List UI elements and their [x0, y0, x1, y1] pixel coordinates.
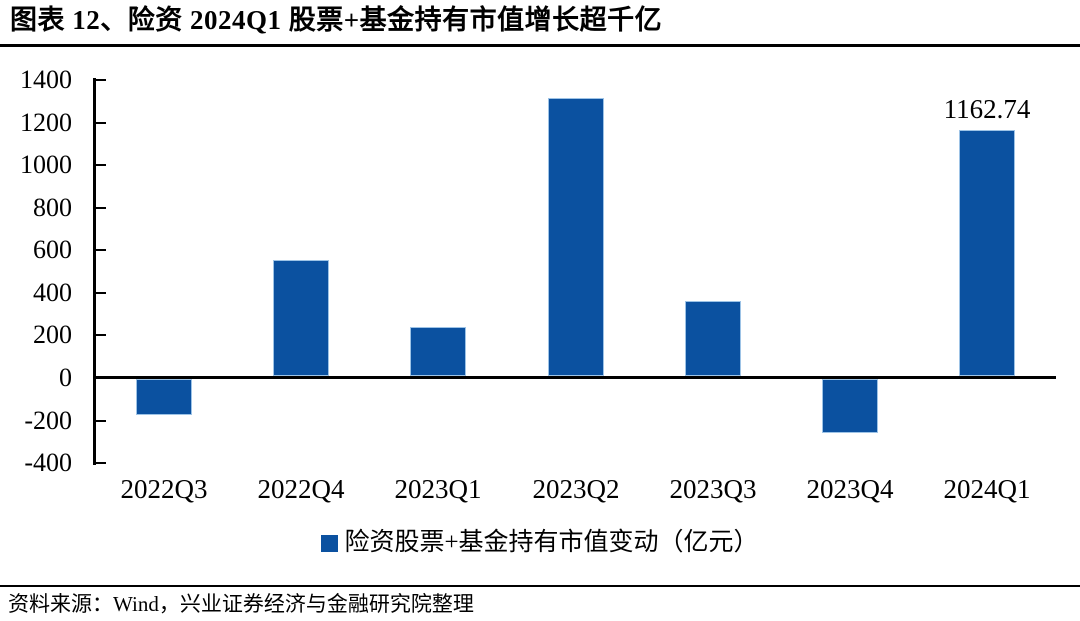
y-axis-tick: [96, 249, 106, 251]
y-axis-tick: [96, 79, 106, 81]
y-axis-tick-label: 800: [33, 193, 72, 222]
chart-legend: 险资股票+基金持有市值变动（亿元）: [0, 526, 1080, 560]
x-axis-label-2022Q4: 2022Q4: [257, 474, 345, 504]
x-axis-label-2023Q3: 2023Q3: [669, 474, 757, 504]
y-axis-tick-label: 600: [33, 235, 72, 264]
bar-2022Q4: [273, 260, 329, 376]
y-axis-tick: [96, 292, 106, 294]
figure-title: 图表 12、险资 2024Q1 股票+基金持有市值增长超千亿: [10, 5, 663, 35]
x-axis-label-2024Q1: 2024Q1: [943, 474, 1031, 504]
y-axis-tick: [96, 334, 106, 336]
legend-label: 险资股票+基金持有市值变动（亿元）: [344, 529, 759, 556]
y-axis-tick-label: -200: [24, 406, 72, 435]
y-axis-tick: [96, 462, 106, 464]
x-axis-label-2023Q2: 2023Q2: [532, 474, 620, 504]
y-axis-tick: [96, 122, 106, 124]
y-axis-line: [93, 78, 96, 465]
source-note: 资料来源：Wind，兴业证券经济与金融研究院整理: [8, 592, 474, 616]
y-axis-tick-label: 200: [33, 320, 72, 349]
legend-marker-swatch: [321, 534, 339, 552]
x-axis-label-2023Q1: 2023Q1: [394, 474, 482, 504]
bar-2022Q3: [136, 379, 192, 415]
y-axis-tick-label: 0: [59, 363, 72, 392]
y-axis-tick: [96, 164, 106, 166]
bar-2023Q4: [822, 379, 878, 433]
y-axis-tick-label: -400: [24, 448, 72, 477]
bar-value-label-2024Q1: 1162.74: [943, 94, 1031, 124]
x-axis-zero-line: [93, 376, 1056, 379]
y-axis-tick-label: 400: [33, 278, 72, 307]
x-axis-label-2022Q3: 2022Q3: [120, 474, 208, 504]
source-divider-line: [0, 585, 1080, 587]
bar-2023Q2: [548, 98, 604, 376]
y-axis-tick-label: 1000: [20, 150, 72, 179]
y-axis-tick-label: 1400: [20, 65, 72, 94]
title-divider-line: [0, 44, 1080, 47]
y-axis-tick: [96, 420, 106, 422]
bar-2023Q1: [410, 327, 466, 376]
bar-2023Q3: [685, 301, 741, 376]
y-axis-tick-label: 1200: [20, 108, 72, 137]
y-axis-tick: [96, 207, 106, 209]
bar-2024Q1: [959, 130, 1015, 376]
x-axis-label-2023Q4: 2023Q4: [806, 474, 894, 504]
